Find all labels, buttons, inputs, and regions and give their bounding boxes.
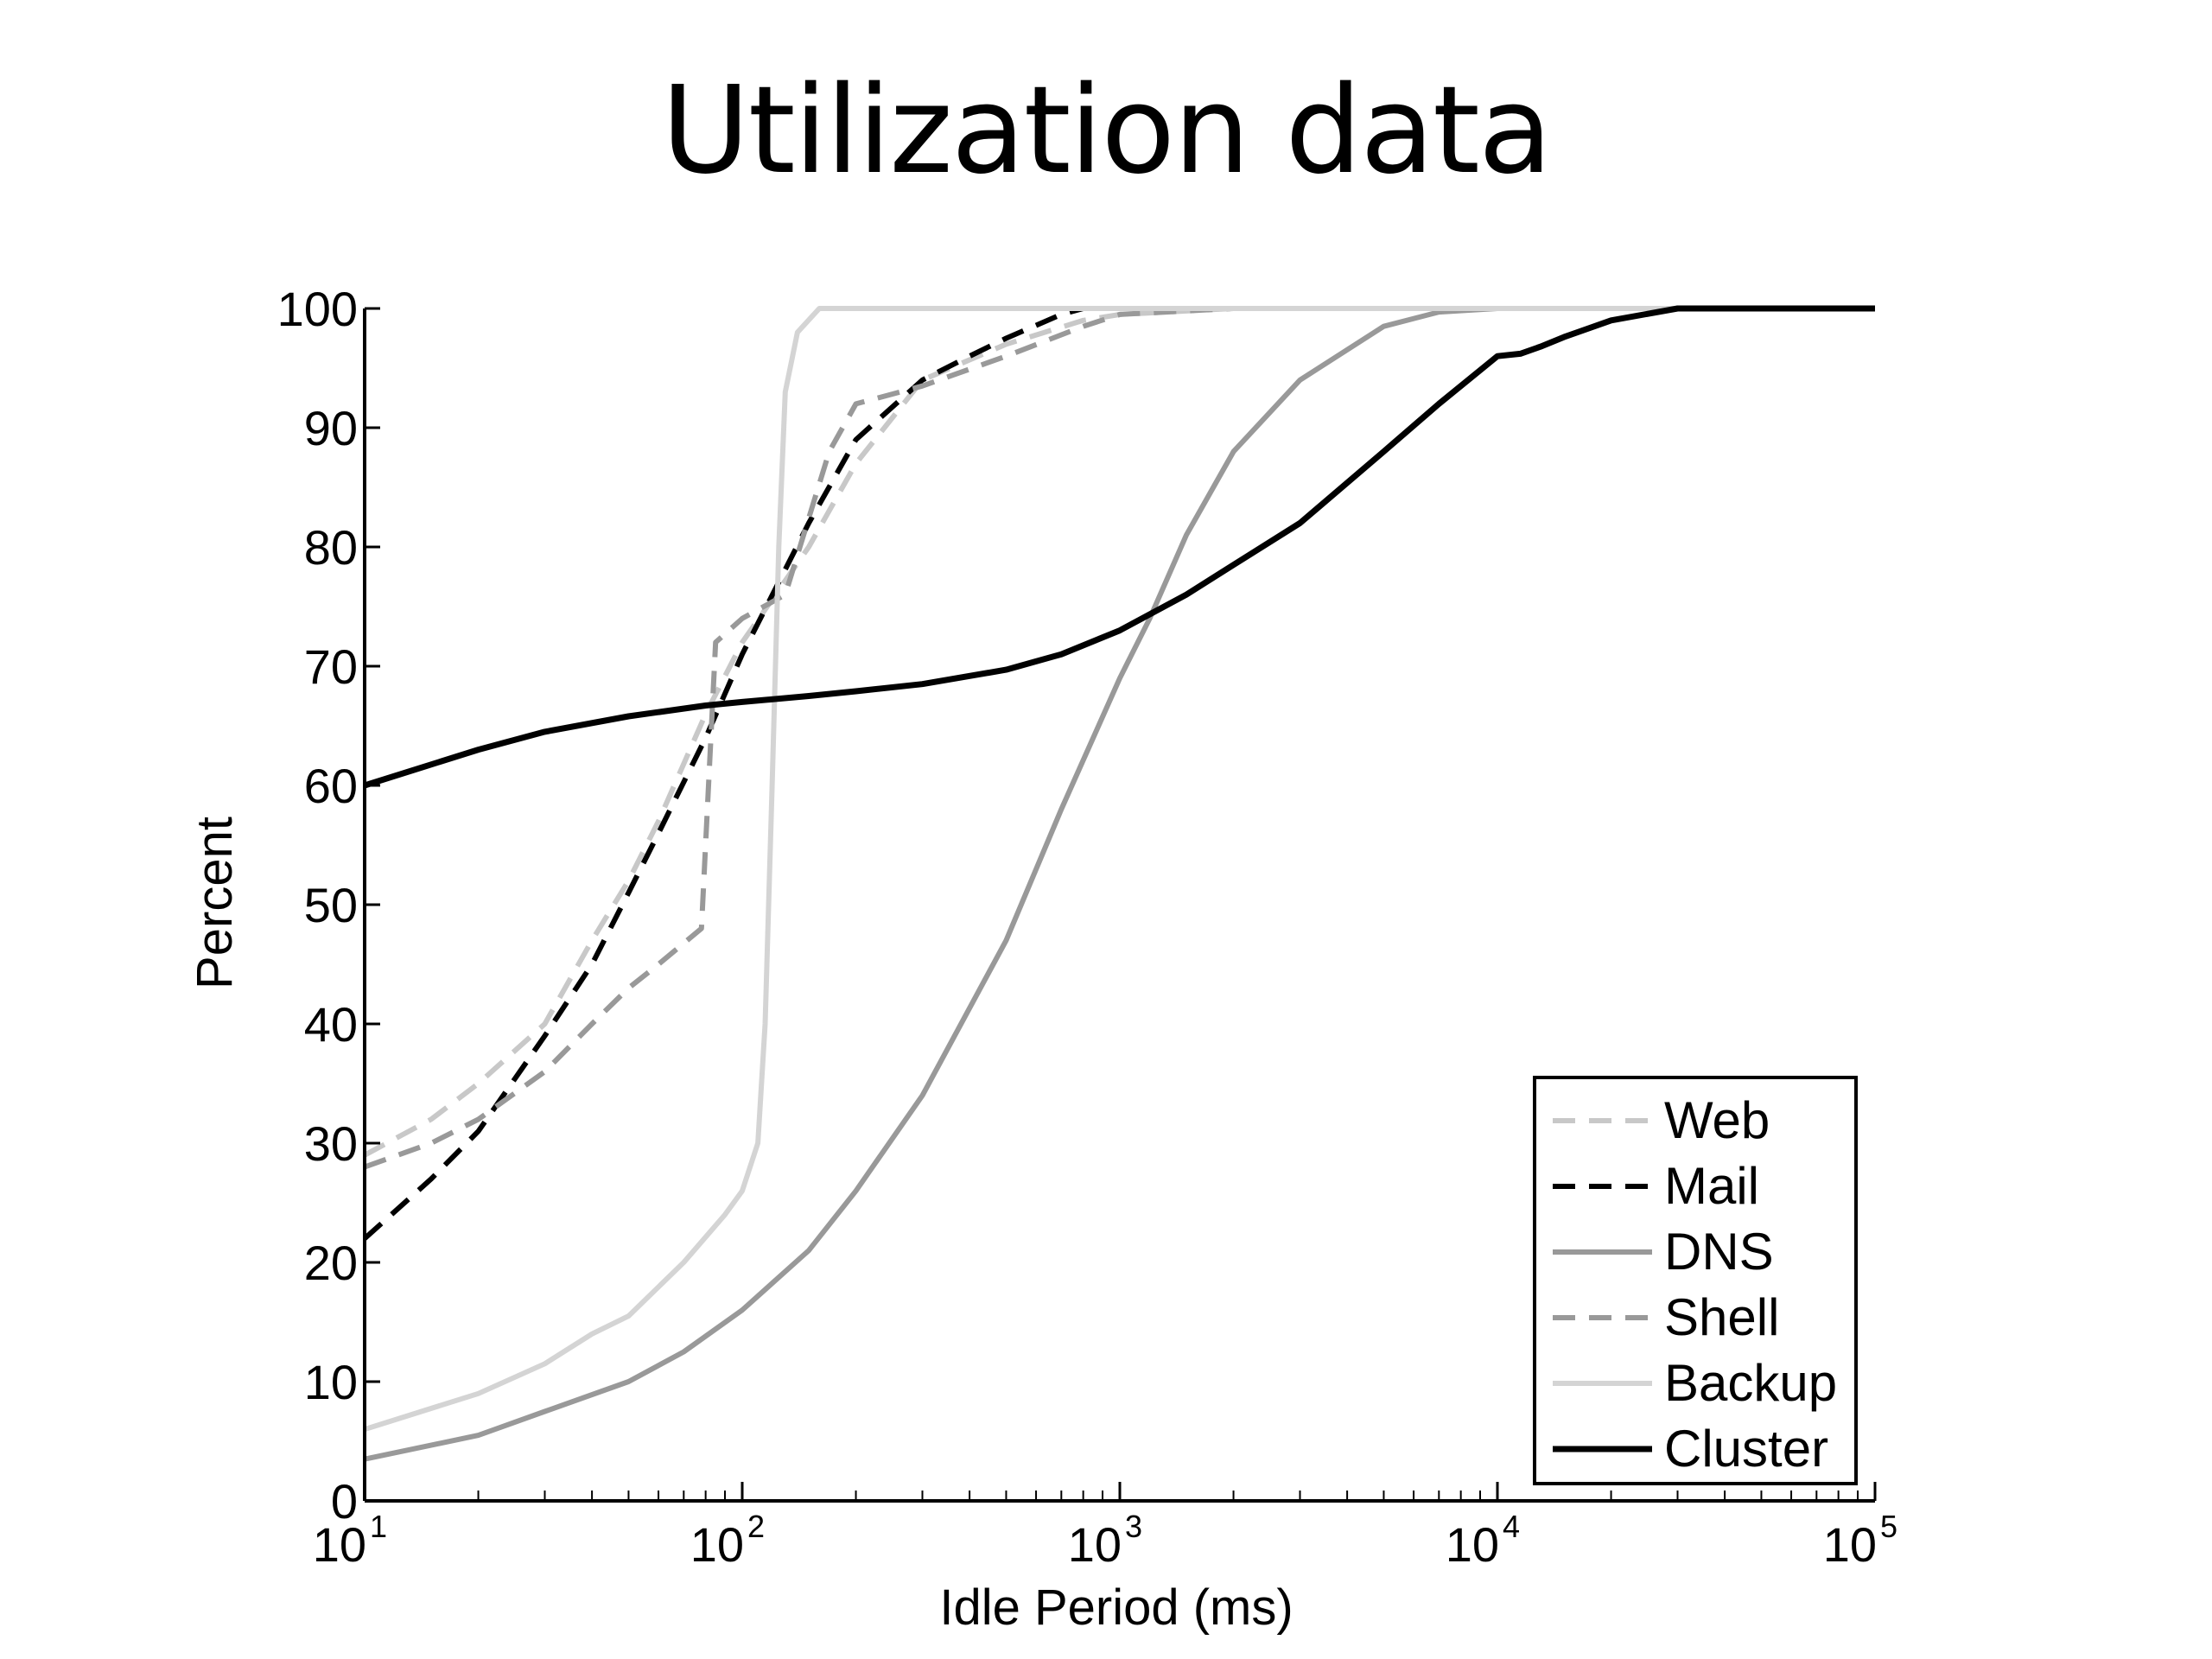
x-tick-base: 10 (690, 1517, 744, 1572)
y-tick-label: 50 (304, 878, 358, 932)
x-axis-label: Idle Period (ms) (939, 1580, 1293, 1636)
x-tick-label: 10 4 (1446, 1509, 1520, 1572)
y-axis-label: Percent (187, 817, 243, 989)
y-tick-label: 100 (277, 282, 358, 336)
y-tick-label: 80 (304, 520, 358, 575)
y-tick-label: 60 (304, 759, 358, 813)
legend-item-mail: Mail (1553, 1157, 1759, 1215)
y-tick-label: 0 (331, 1474, 358, 1529)
legend-label: Shell (1664, 1288, 1779, 1346)
series-line-cluster (363, 305, 1875, 789)
slide-title: Utilization data (661, 60, 1552, 201)
x-tick-exponent: 4 (1503, 1509, 1520, 1544)
legend-item-web: Web (1553, 1091, 1770, 1149)
legend-label: Mail (1664, 1157, 1759, 1215)
legend-item-backup: Backup (1553, 1354, 1837, 1412)
legend-box (1533, 1076, 1858, 1485)
x-tick-base: 10 (1823, 1517, 1877, 1572)
series-layer (362, 305, 1875, 1462)
y-tick-label: 20 (304, 1236, 358, 1290)
x-tick-base: 10 (1068, 1517, 1122, 1572)
x-tick-base: 10 (313, 1517, 366, 1572)
legend-item-cluster: Cluster (1553, 1420, 1828, 1478)
y-tick-label: 40 (304, 997, 358, 1052)
x-tick-exponent: 1 (370, 1509, 387, 1544)
series-line-backup (364, 306, 1875, 1433)
legend-label: Cluster (1664, 1420, 1828, 1478)
legend: Web Mail DNS Shell Backup Cluster (1533, 1076, 1858, 1485)
y-tick-label: 10 (304, 1355, 358, 1409)
x-tick-label: 10 2 (690, 1509, 765, 1572)
x-tick-label: 10 1 (313, 1509, 387, 1572)
x-tick-label: 10 3 (1068, 1509, 1142, 1572)
series-line-shell (363, 306, 1875, 1170)
x-tick-exponent: 5 (1880, 1509, 1897, 1544)
y-tick-label: 30 (304, 1116, 358, 1171)
y-tick-label: 90 (304, 401, 358, 455)
x-tick-label: 10 5 (1823, 1509, 1897, 1572)
legend-item-shell: Shell (1553, 1288, 1779, 1346)
x-tick-base: 10 (1446, 1517, 1499, 1572)
series-line-dns (364, 306, 1875, 1462)
x-tick-exponent: 2 (747, 1509, 765, 1544)
series-line-mail (362, 306, 1875, 1241)
legend-label: DNS (1664, 1223, 1774, 1281)
legend-label: Backup (1664, 1354, 1837, 1412)
series-line-web (363, 306, 1875, 1158)
y-tick-label: 70 (304, 639, 358, 694)
legend-label: Web (1664, 1091, 1770, 1149)
legend-item-dns: DNS (1553, 1223, 1774, 1281)
x-tick-exponent: 3 (1125, 1509, 1142, 1544)
